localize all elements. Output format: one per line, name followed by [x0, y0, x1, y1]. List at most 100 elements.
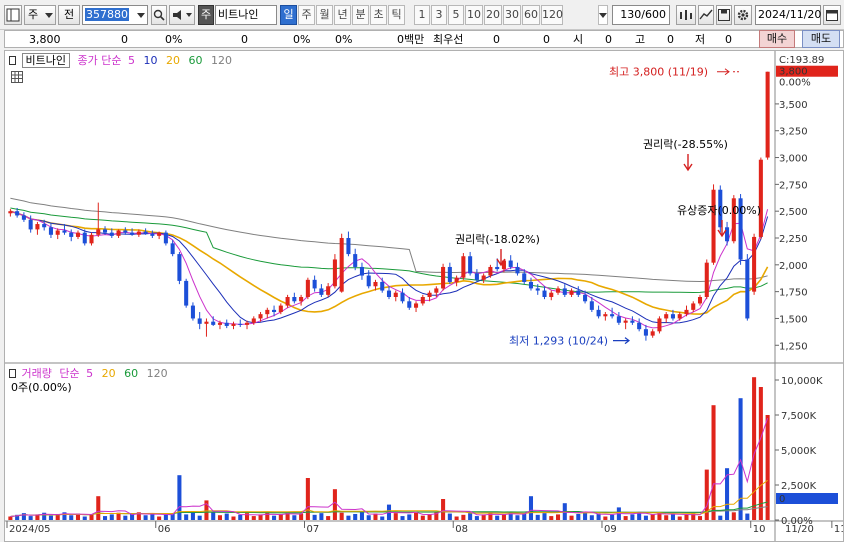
interval-button-6[interactable]: 60 [522, 5, 540, 25]
vol-legend-ma20[interactable]: 20 [101, 367, 116, 380]
save-icon[interactable] [716, 5, 732, 25]
candle-body [630, 320, 635, 323]
search-icon[interactable] [151, 5, 167, 25]
price-legend-name[interactable]: 비트나인 [21, 53, 70, 68]
price-legend-ma-label[interactable]: 종가 단순 [77, 54, 122, 67]
candle-body [15, 211, 20, 216]
price-axis-top-label: C:193.89 [779, 55, 824, 66]
period-button-4[interactable]: 분 [352, 5, 369, 25]
x-tick-label-2: 07 [306, 524, 319, 535]
volume-bar [691, 513, 696, 520]
candle-body [28, 219, 33, 230]
vol-legend-ma120[interactable]: 120 [146, 367, 168, 380]
volume-current-marker [776, 493, 838, 504]
legend-ma5[interactable]: 5 [127, 54, 135, 67]
interval-button-7[interactable]: 120 [541, 5, 563, 25]
volume-bar [447, 513, 452, 520]
volume-bar [684, 514, 689, 520]
interval-button-0[interactable]: 1 [414, 5, 430, 25]
date-field[interactable]: 2024/11/20 [755, 5, 821, 25]
sell-button[interactable]: 매도 [802, 30, 840, 48]
volume-bar [393, 513, 398, 520]
volume-legend-ma-label[interactable]: 단순 [59, 367, 80, 380]
sound-icon[interactable] [169, 5, 195, 25]
candle-body [637, 322, 642, 330]
period-button-2[interactable]: 월 [316, 5, 333, 25]
chart-area[interactable]: 3,500 3,250 3,000 2,750 2,500 2,250 2,000 1,750… [4, 50, 844, 542]
period-button-1[interactable]: 주 [298, 5, 315, 25]
grid-toggle-icon[interactable] [11, 71, 23, 83]
candle-body [312, 279, 317, 289]
candle-body [55, 230, 60, 235]
legend-ma120[interactable]: 120 [210, 54, 232, 67]
volume-bar [244, 513, 250, 520]
interval-button-2[interactable]: 5 [448, 5, 464, 25]
data-count-field[interactable]: 130/600 [612, 5, 670, 25]
price-tick-label-3: 2,750 [779, 180, 808, 191]
view-toggle-button[interactable]: 전 [58, 5, 80, 25]
volume-bar [312, 514, 317, 520]
gear-icon[interactable] [734, 5, 752, 25]
volume-bar [650, 513, 655, 520]
volume-bar [96, 496, 101, 520]
period-button-0[interactable]: 일 [280, 5, 297, 25]
candle-body [386, 290, 392, 297]
candle-body [190, 305, 195, 319]
candle-body [89, 234, 94, 244]
volume-bar [217, 515, 223, 520]
buy-button[interactable]: 매수 [759, 30, 795, 48]
volume-bar [332, 489, 337, 520]
calendar-icon[interactable] [823, 5, 841, 25]
volume-bar [454, 516, 459, 520]
layout-icon[interactable] [4, 5, 22, 25]
stock-type-badge: 주 [198, 5, 214, 25]
interval-button-4[interactable]: 20 [484, 5, 502, 25]
price-volume-chart[interactable]: 3,500 3,250 3,000 2,750 2,500 2,250 2,000 1,750… [5, 51, 843, 541]
candle-body [522, 273, 527, 282]
market-select[interactable]: 주 [24, 5, 56, 25]
candle-body [427, 292, 432, 297]
rights-off-arrow-icon-2 [496, 249, 506, 267]
interval-button-5[interactable]: 30 [503, 5, 521, 25]
candle-body [414, 303, 419, 308]
volume-bar [569, 515, 574, 520]
price-tick-label-5: 2,250 [779, 234, 808, 245]
period-button-3[interactable]: 년 [334, 5, 351, 25]
candle-body [616, 316, 621, 323]
period-button-6[interactable]: 틱 [388, 5, 405, 25]
volume-bar [643, 515, 648, 520]
interval-dropdown[interactable] [598, 5, 608, 25]
legend-ma10[interactable]: 10 [143, 54, 158, 67]
ma5-line [10, 209, 769, 329]
chart-settings-icon[interactable] [676, 5, 696, 25]
candle-body [718, 189, 723, 228]
candle-body [400, 292, 405, 302]
volume-pct: 0% [293, 33, 311, 46]
volume-bar [711, 405, 716, 520]
candle-body [677, 314, 682, 319]
current-price-axis-label: 3,800 [779, 67, 808, 78]
volume-tick-label-2: 5,000K [781, 446, 817, 457]
candle-body [177, 254, 182, 281]
x-tick-label-6: 11 [834, 524, 843, 535]
vol-legend-ma5[interactable]: 5 [86, 367, 94, 380]
price-tick-label-1: 3,250 [779, 127, 808, 138]
interval-button-1[interactable]: 3 [431, 5, 447, 25]
period-button-5[interactable]: 초 [370, 5, 387, 25]
legend-ma60[interactable]: 60 [188, 54, 203, 67]
candle-body [495, 266, 500, 270]
current-price-marker [776, 65, 838, 77]
ma60-line [10, 207, 768, 294]
volume-legend-title[interactable]: 거래량 [21, 367, 52, 380]
x-tick-label-7: 11/20 [785, 524, 814, 535]
volume-bar [42, 512, 47, 520]
volume-tick-label-1: 7,500K [781, 411, 817, 422]
volume-bar [434, 512, 439, 520]
stock-code-input[interactable]: 357880 [82, 5, 148, 25]
vol-legend-ma60[interactable]: 60 [124, 367, 139, 380]
chart-type-icon[interactable] [698, 5, 714, 25]
interval-button-3[interactable]: 10 [465, 5, 483, 25]
legend-ma20[interactable]: 20 [165, 54, 180, 67]
volume-bar [69, 515, 74, 520]
candle-body [170, 243, 175, 255]
